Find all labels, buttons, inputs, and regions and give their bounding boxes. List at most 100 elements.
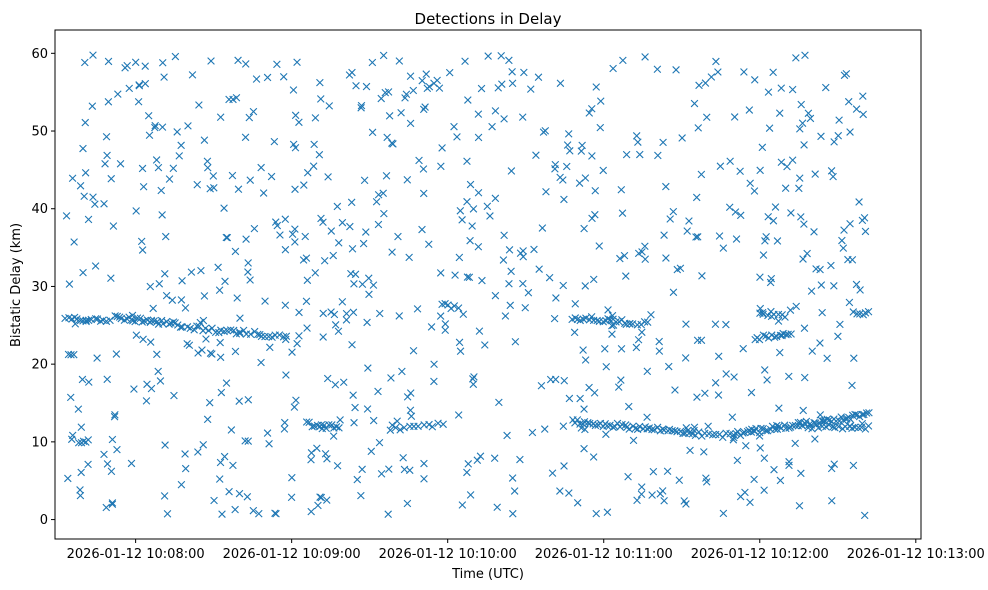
- data-point: [201, 324, 210, 333]
- data-point: [692, 193, 701, 202]
- data-point: [505, 279, 513, 288]
- data-point: [622, 150, 631, 159]
- data-point: [660, 496, 668, 505]
- data-point: [719, 244, 728, 252]
- data-point: [334, 239, 343, 247]
- data-point: [685, 217, 693, 225]
- data-point: [181, 304, 190, 312]
- data-point: [491, 107, 500, 115]
- data-point: [138, 246, 147, 254]
- data-point: [664, 362, 673, 371]
- data-point: [121, 63, 129, 72]
- data-point: [732, 235, 741, 243]
- data-point: [368, 58, 377, 67]
- data-point: [441, 320, 450, 328]
- data-point: [491, 291, 500, 300]
- data-point: [348, 245, 357, 253]
- data-point: [559, 176, 567, 184]
- data-point: [229, 461, 237, 470]
- data-point: [711, 378, 720, 387]
- data-point: [107, 274, 115, 282]
- data-point: [168, 296, 177, 304]
- data-point: [234, 185, 243, 193]
- data-point: [108, 435, 117, 444]
- data-point: [419, 165, 428, 173]
- data-point: [648, 491, 656, 499]
- data-point: [771, 425, 779, 433]
- data-point: [634, 138, 642, 146]
- data-point: [171, 52, 180, 61]
- data-point: [141, 62, 150, 70]
- data-point: [468, 222, 476, 230]
- data-point: [845, 298, 854, 307]
- data-point: [160, 73, 168, 81]
- data-point: [265, 440, 273, 448]
- data-point: [733, 456, 742, 465]
- data-point: [463, 468, 471, 477]
- data-point: [267, 172, 276, 181]
- data-point: [165, 320, 173, 328]
- data-point: [108, 500, 117, 509]
- data-point: [305, 418, 313, 427]
- data-point: [221, 277, 229, 286]
- data-point: [521, 303, 530, 312]
- data-point: [360, 176, 369, 185]
- data-point: [776, 476, 785, 485]
- data-point: [88, 102, 97, 110]
- x-tick-label: 2026-01-12 10:10:00: [379, 547, 517, 562]
- data-point: [494, 84, 503, 92]
- data-point: [474, 242, 483, 251]
- data-point: [242, 235, 250, 243]
- data-point: [414, 422, 422, 431]
- data-point: [100, 450, 108, 459]
- data-point: [349, 391, 357, 399]
- data-point: [506, 301, 515, 310]
- data-point: [733, 427, 742, 436]
- data-point: [216, 113, 225, 121]
- data-point: [454, 411, 463, 419]
- data-point: [395, 312, 404, 320]
- data-point: [314, 501, 322, 510]
- data-point: [261, 297, 269, 305]
- data-point: [223, 233, 232, 242]
- data-point: [656, 489, 665, 498]
- data-point: [77, 423, 86, 431]
- data-point: [369, 281, 378, 289]
- data-point: [374, 190, 383, 199]
- data-point: [632, 343, 641, 352]
- data-point: [851, 410, 859, 419]
- data-point: [128, 316, 137, 325]
- data-point: [466, 491, 475, 499]
- data-point: [339, 378, 348, 387]
- data-point: [342, 316, 351, 324]
- data-point: [288, 348, 296, 356]
- data-point: [637, 483, 646, 491]
- data-point: [241, 437, 249, 445]
- data-point: [608, 330, 616, 338]
- data-point: [495, 398, 503, 407]
- data-point: [169, 318, 178, 326]
- data-point: [505, 246, 514, 254]
- data-point: [464, 460, 473, 468]
- data-point: [374, 220, 383, 229]
- data-point: [103, 375, 111, 384]
- data-point: [474, 133, 483, 142]
- data-point: [850, 354, 858, 363]
- y-tick-label: 30: [31, 280, 48, 295]
- data-point: [775, 109, 784, 117]
- data-point: [235, 328, 244, 336]
- data-point: [317, 214, 325, 223]
- data-point: [681, 354, 690, 362]
- data-point: [154, 367, 162, 376]
- data-point: [834, 131, 843, 140]
- data-point: [161, 441, 169, 449]
- data-point: [368, 128, 377, 137]
- data-point: [653, 65, 662, 74]
- data-point: [313, 444, 321, 453]
- data-point: [76, 486, 84, 494]
- data-point: [823, 415, 832, 424]
- data-point: [745, 106, 754, 114]
- data-point: [226, 326, 235, 334]
- data-point: [175, 152, 184, 160]
- data-point: [271, 509, 279, 518]
